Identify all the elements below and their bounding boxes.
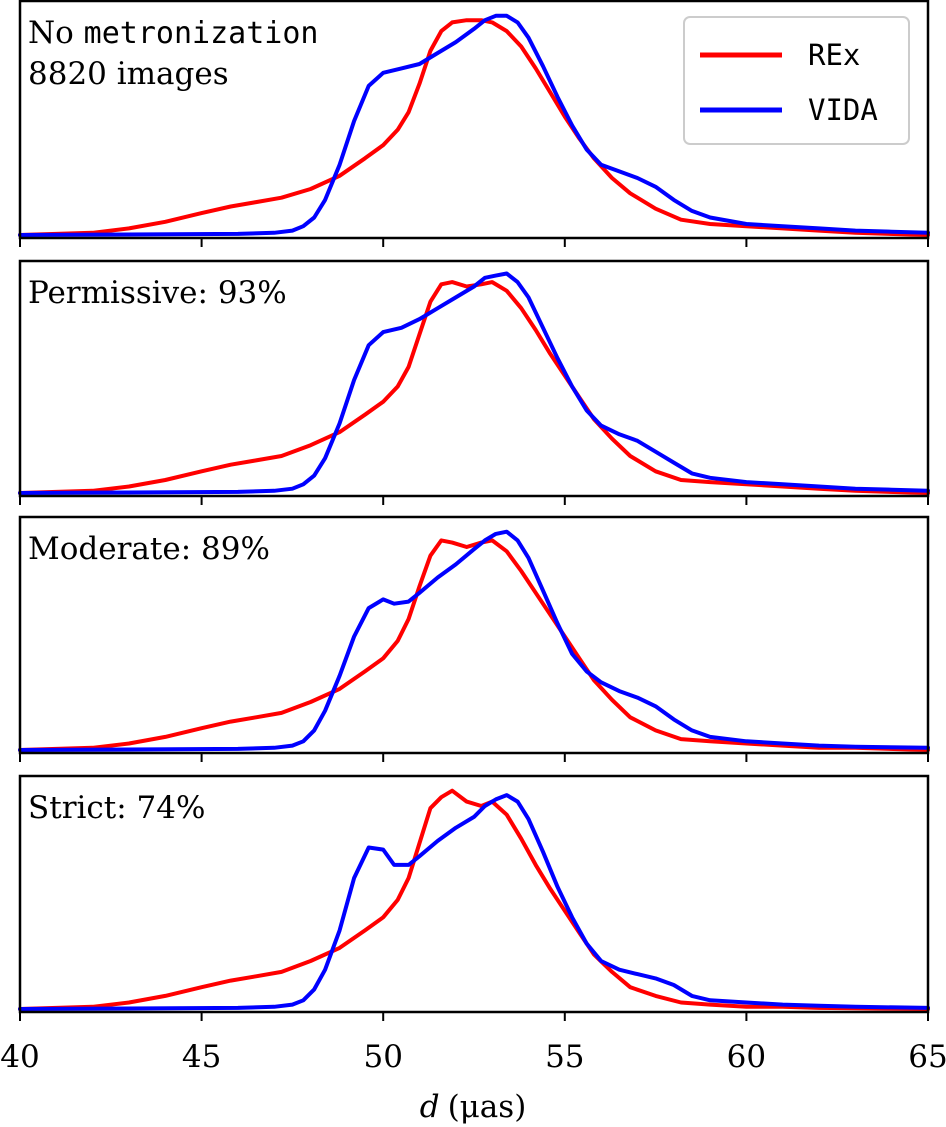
- panel-0: No metronization 8820 images: [18, 0, 930, 247]
- panel-label: No metronization: [28, 15, 318, 51]
- x-tick-label: 40: [0, 1039, 39, 1075]
- series-line-vida: [18, 529, 930, 752]
- x-tick-label: 60: [727, 1039, 766, 1075]
- panel-3: Strict: 74%: [18, 774, 930, 1021]
- legend: REx VIDA: [683, 16, 910, 145]
- panel-label: Strict: 74%: [28, 790, 205, 826]
- panel-label: Moderate: 89%: [28, 531, 270, 567]
- x-tick-label: 65: [908, 1039, 946, 1075]
- panel-frame: [18, 515, 930, 755]
- panel-frame: [18, 0, 930, 240]
- series-line-rex: [18, 280, 930, 495]
- panel-frame: [18, 774, 930, 1014]
- panel-label-mono: metronization: [84, 16, 319, 51]
- panel-label-count: 8820 images: [28, 56, 229, 92]
- series-line-rex: [18, 788, 930, 1011]
- x-axis-label-var: d: [420, 1089, 440, 1125]
- x-tick-label: 55: [545, 1039, 584, 1075]
- panel-label: Permissive: 93%: [28, 275, 287, 311]
- panel-frame: [18, 259, 930, 498]
- legend-label-rex: REx: [808, 38, 860, 72]
- legend-label-vida: VIDA: [808, 93, 878, 127]
- x-tick-label: 45: [182, 1039, 221, 1075]
- panel-2: Moderate: 89%: [18, 515, 930, 762]
- series-line-rex: [18, 18, 930, 237]
- x-axis-label-unit: (μas): [448, 1089, 527, 1125]
- series-line-rex: [18, 538, 930, 752]
- panel-label-text: Permissive: 93%: [28, 275, 287, 311]
- series-line-vida: [18, 271, 930, 495]
- series-line-vida: [18, 793, 930, 1011]
- series-line-vida: [18, 13, 930, 237]
- panel-1: Permissive: 93%: [18, 259, 930, 505]
- panel-label-text: Moderate: 89%: [28, 531, 270, 567]
- panel-label-text: Strict: 74%: [28, 790, 205, 826]
- panel-label-text: No: [28, 15, 84, 51]
- x-axis-label: d (μas): [420, 1089, 527, 1125]
- x-tick-label: 50: [363, 1039, 402, 1075]
